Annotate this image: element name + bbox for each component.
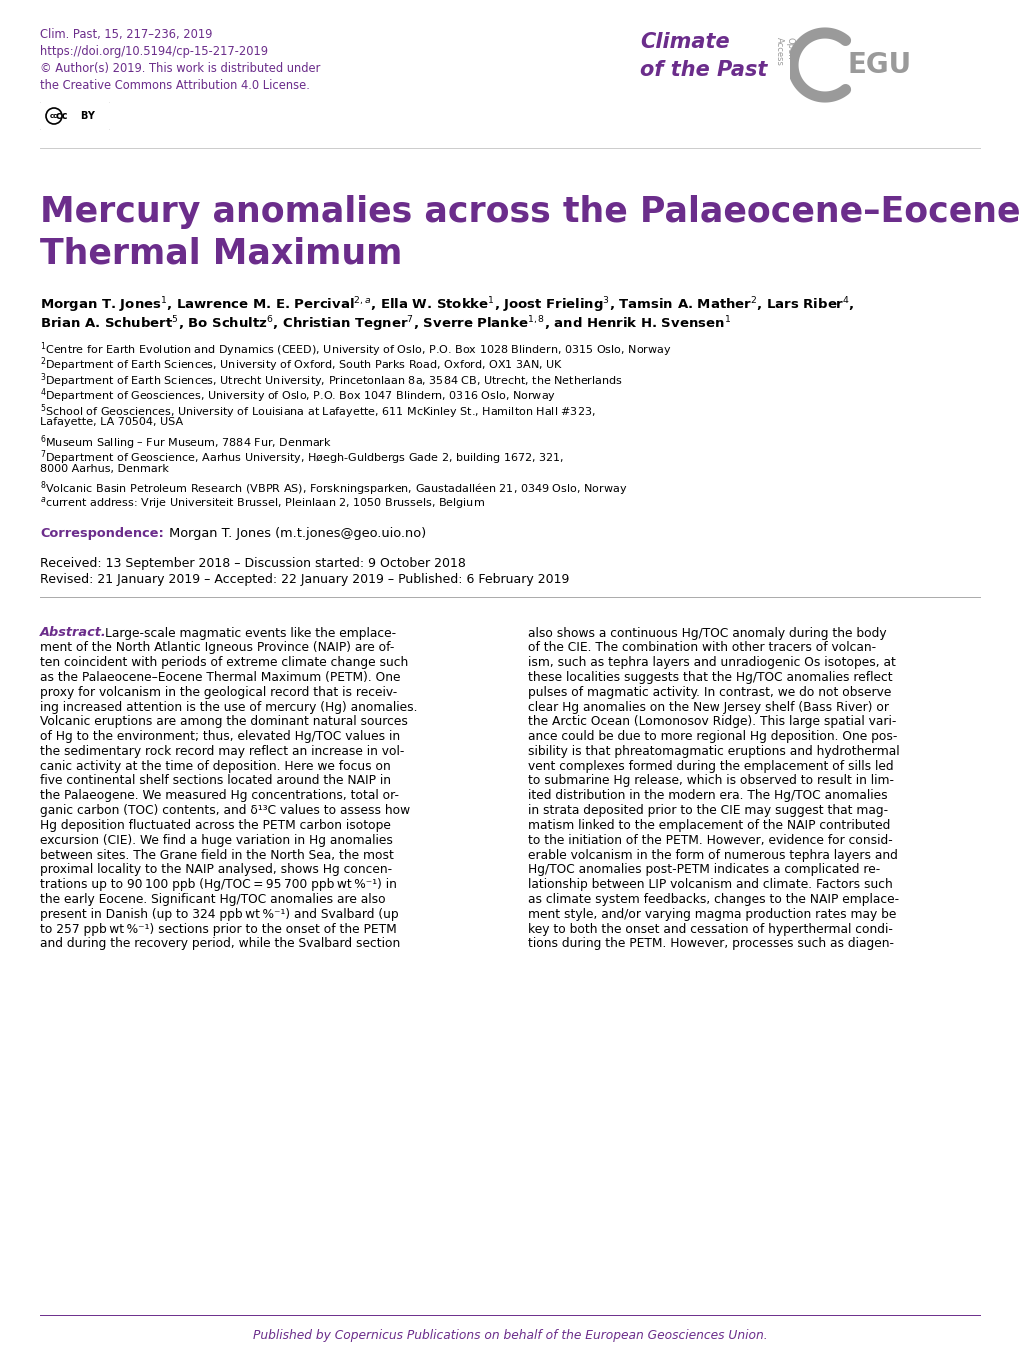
Text: the early Eocene. Significant Hg/TOC anomalies are also: the early Eocene. Significant Hg/TOC ano… [40, 893, 385, 907]
Text: EGU: EGU [847, 51, 911, 79]
Text: $^2$Department of Earth Sciences, University of Oxford, South Parks Road, Oxford: $^2$Department of Earth Sciences, Univer… [40, 355, 562, 374]
Text: five continental shelf sections located around the NAIP in: five continental shelf sections located … [40, 775, 390, 788]
Text: Abstract.: Abstract. [40, 627, 107, 639]
Text: the sedimentary rock record may reflect an increase in vol-: the sedimentary rock record may reflect … [40, 745, 404, 757]
FancyBboxPatch shape [39, 101, 111, 130]
Text: as climate system feedbacks, changes to the NAIP emplace-: as climate system feedbacks, changes to … [528, 893, 898, 907]
Text: cc: cc [50, 113, 58, 118]
Text: excursion (CIE). We find a huge variation in Hg anomalies: excursion (CIE). We find a huge variatio… [40, 834, 392, 847]
Text: vent complexes formed during the emplacement of sills led: vent complexes formed during the emplace… [528, 760, 893, 772]
Text: also shows a continuous Hg/TOC anomaly during the body: also shows a continuous Hg/TOC anomaly d… [528, 627, 886, 639]
Text: $^8$Volcanic Basin Petroleum Research (VBPR AS), Forskningsparken, Gaustadalléen: $^8$Volcanic Basin Petroleum Research (V… [40, 480, 627, 498]
Text: canic activity at the time of deposition. Here we focus on: canic activity at the time of deposition… [40, 760, 390, 772]
Text: Mercury anomalies across the Palaeocene–Eocene: Mercury anomalies across the Palaeocene–… [40, 195, 1019, 229]
Text: ited distribution in the modern era. The Hg/TOC anomalies: ited distribution in the modern era. The… [528, 790, 887, 803]
Text: the Arctic Ocean (Lomonosov Ridge). This large spatial vari-: the Arctic Ocean (Lomonosov Ridge). This… [528, 716, 896, 728]
Text: to 257 ppb wt %⁻¹) sections prior to the onset of the PETM: to 257 ppb wt %⁻¹) sections prior to the… [40, 923, 396, 936]
Text: erable volcanism in the form of numerous tephra layers and: erable volcanism in the form of numerous… [528, 849, 897, 862]
Text: sibility is that phreatomagmatic eruptions and hydrothermal: sibility is that phreatomagmatic eruptio… [528, 745, 899, 757]
Text: Published by Copernicus Publications on behalf of the European Geosciences Union: Published by Copernicus Publications on … [253, 1329, 766, 1342]
Text: Hg/TOC anomalies post-PETM indicates a complicated re-: Hg/TOC anomalies post-PETM indicates a c… [528, 863, 879, 877]
Text: Revised: 21 January 2019 – Accepted: 22 January 2019 – Published: 6 February 201: Revised: 21 January 2019 – Accepted: 22 … [40, 573, 569, 586]
Text: Climate: Climate [639, 32, 729, 52]
Text: between sites. The Grane field in the North Sea, the most: between sites. The Grane field in the No… [40, 849, 393, 862]
Text: $^5$School of Geosciences, University of Louisiana at Lafayette, 611 McKinley St: $^5$School of Geosciences, University of… [40, 402, 595, 421]
Text: ment of the North Atlantic Igneous Province (NAIP) are of-: ment of the North Atlantic Igneous Provi… [40, 642, 394, 654]
Text: Open
Access: Open Access [774, 38, 794, 66]
Text: ment style, and/or varying magma production rates may be: ment style, and/or varying magma product… [528, 908, 896, 921]
Text: ing increased attention is the use of mercury (Hg) anomalies.: ing increased attention is the use of me… [40, 701, 417, 713]
Text: ism, such as tephra layers and unradiogenic Os isotopes, at: ism, such as tephra layers and unradioge… [528, 656, 895, 668]
Text: Lafayette, LA 70504, USA: Lafayette, LA 70504, USA [40, 417, 183, 428]
Text: the Palaeogene. We measured Hg concentrations, total or-: the Palaeogene. We measured Hg concentra… [40, 790, 398, 803]
Text: matism linked to the emplacement of the NAIP contributed: matism linked to the emplacement of the … [528, 819, 890, 833]
Text: Morgan T. Jones$^1$, Lawrence M. E. Percival$^{2,a}$, Ella W. Stokke$^1$, Joost : Morgan T. Jones$^1$, Lawrence M. E. Perc… [40, 295, 854, 315]
Text: https://doi.org/10.5194/cp-15-217-2019: https://doi.org/10.5194/cp-15-217-2019 [40, 44, 268, 58]
Text: $^1$Centre for Earth Evolution and Dynamics (CEED), University of Oslo, P.O. Box: $^1$Centre for Earth Evolution and Dynam… [40, 340, 671, 359]
Text: present in Danish (up to 324 ppb wt %⁻¹) and Svalbard (up: present in Danish (up to 324 ppb wt %⁻¹)… [40, 908, 398, 921]
Text: ten coincident with periods of extreme climate change such: ten coincident with periods of extreme c… [40, 656, 408, 668]
Text: Thermal Maximum: Thermal Maximum [40, 237, 401, 270]
Text: Brian A. Schubert$^5$, Bo Schultz$^6$, Christian Tegner$^7$, Sverre Planke$^{1,8: Brian A. Schubert$^5$, Bo Schultz$^6$, C… [40, 313, 731, 334]
Text: pulses of magmatic activity. In contrast, we do not observe: pulses of magmatic activity. In contrast… [528, 686, 891, 698]
Text: of the Past: of the Past [639, 61, 766, 79]
Text: in strata deposited prior to the CIE may suggest that mag-: in strata deposited prior to the CIE may… [528, 804, 888, 818]
Text: Large-scale magmatic events like the emplace-: Large-scale magmatic events like the emp… [105, 627, 395, 639]
Text: key to both the onset and cessation of hyperthermal condi-: key to both the onset and cessation of h… [528, 923, 892, 936]
Text: $^4$Department of Geosciences, University of Oslo, P.O. Box 1047 Blindern, 0316 : $^4$Department of Geosciences, Universit… [40, 386, 555, 405]
Text: as the Palaeocene–Eocene Thermal Maximum (PETM). One: as the Palaeocene–Eocene Thermal Maximum… [40, 671, 400, 683]
Text: ance could be due to more regional Hg deposition. One pos-: ance could be due to more regional Hg de… [528, 730, 897, 742]
Text: Clim. Past, 15, 217–236, 2019: Clim. Past, 15, 217–236, 2019 [40, 28, 212, 40]
Text: ganic carbon (TOC) contents, and δ¹³C values to assess how: ganic carbon (TOC) contents, and δ¹³C va… [40, 804, 410, 818]
Text: © Author(s) 2019. This work is distributed under: © Author(s) 2019. This work is distribut… [40, 62, 320, 75]
Text: Correspondence:: Correspondence: [40, 526, 164, 539]
Text: Received: 13 September 2018 – Discussion started: 9 October 2018: Received: 13 September 2018 – Discussion… [40, 557, 466, 569]
Text: $^a$current address: Vrije Universiteit Brussel, Pleinlaan 2, 1050 Brussels, Bel: $^a$current address: Vrije Universiteit … [40, 495, 484, 511]
Text: to submarine Hg release, which is observed to result in lim-: to submarine Hg release, which is observ… [528, 775, 893, 788]
Text: the Creative Commons Attribution 4.0 License.: the Creative Commons Attribution 4.0 Lic… [40, 79, 310, 91]
Text: of Hg to the environment; thus, elevated Hg/TOC values in: of Hg to the environment; thus, elevated… [40, 730, 399, 742]
Text: $^7$Department of Geoscience, Aarhus University, Høegh-Guldbergs Gade 2, buildin: $^7$Department of Geoscience, Aarhus Uni… [40, 448, 564, 467]
Text: to the initiation of the PETM. However, evidence for consid-: to the initiation of the PETM. However, … [528, 834, 892, 847]
Text: $^3$Department of Earth Sciences, Utrecht University, Princetonlaan 8a, 3584 CB,: $^3$Department of Earth Sciences, Utrech… [40, 371, 623, 390]
Text: $^6$Museum Salling – Fur Museum, 7884 Fur, Denmark: $^6$Museum Salling – Fur Museum, 7884 Fu… [40, 433, 331, 452]
Text: proximal locality to the NAIP analysed, shows Hg concen-: proximal locality to the NAIP analysed, … [40, 863, 391, 877]
Text: lationship between LIP volcanism and climate. Factors such: lationship between LIP volcanism and cli… [528, 878, 892, 892]
Text: Morgan T. Jones (m.t.jones@geo.uio.no): Morgan T. Jones (m.t.jones@geo.uio.no) [165, 526, 426, 539]
Text: clear Hg anomalies on the New Jersey shelf (Bass River) or: clear Hg anomalies on the New Jersey she… [528, 701, 889, 713]
Text: proxy for volcanism in the geological record that is receiv-: proxy for volcanism in the geological re… [40, 686, 396, 698]
Text: trations up to 90 100 ppb (Hg/TOC = 95 700 ppb wt %⁻¹) in: trations up to 90 100 ppb (Hg/TOC = 95 7… [40, 878, 396, 892]
Text: of the CIE. The combination with other tracers of volcan-: of the CIE. The combination with other t… [528, 642, 875, 654]
Text: cc    BY: cc BY [55, 112, 95, 121]
Text: these localities suggests that the Hg/TOC anomalies reflect: these localities suggests that the Hg/TO… [528, 671, 892, 683]
Text: and during the recovery period, while the Svalbard section: and during the recovery period, while th… [40, 937, 399, 951]
Text: 8000 Aarhus, Denmark: 8000 Aarhus, Denmark [40, 464, 169, 473]
Text: Hg deposition fluctuated across the PETM carbon isotope: Hg deposition fluctuated across the PETM… [40, 819, 390, 833]
Text: tions during the PETM. However, processes such as diagen-: tions during the PETM. However, processe… [528, 937, 893, 951]
Text: Volcanic eruptions are among the dominant natural sources: Volcanic eruptions are among the dominan… [40, 716, 408, 728]
